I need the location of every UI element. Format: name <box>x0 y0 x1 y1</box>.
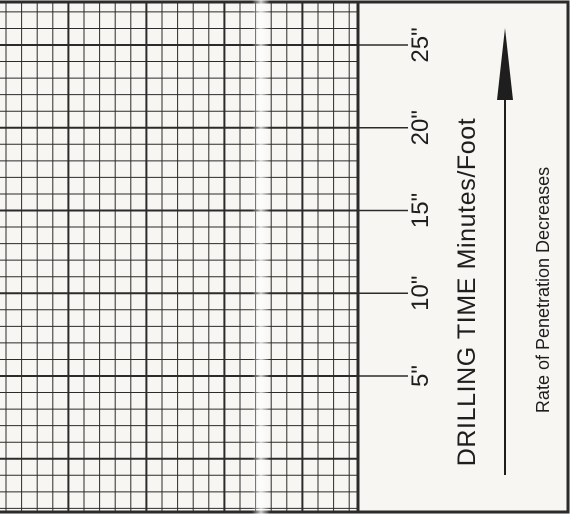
paper-fold-highlight <box>252 0 270 514</box>
scale-ticks <box>358 44 408 377</box>
arrow-caption: Rate of Penetration Decreases <box>533 167 553 413</box>
scale-label: 10" <box>407 276 434 311</box>
legend-panel-frame <box>356 0 570 514</box>
scale-label: 20" <box>407 110 434 145</box>
scale-label: 5" <box>407 365 434 387</box>
scale-labels: 5" 10" 15" 20" 25" <box>407 27 434 387</box>
scale-label: 25" <box>407 27 434 62</box>
up-arrow-icon <box>497 28 513 475</box>
scale-label: 15" <box>407 193 434 228</box>
axis-title: DRILLING TIME Minutes/Foot <box>453 118 481 467</box>
